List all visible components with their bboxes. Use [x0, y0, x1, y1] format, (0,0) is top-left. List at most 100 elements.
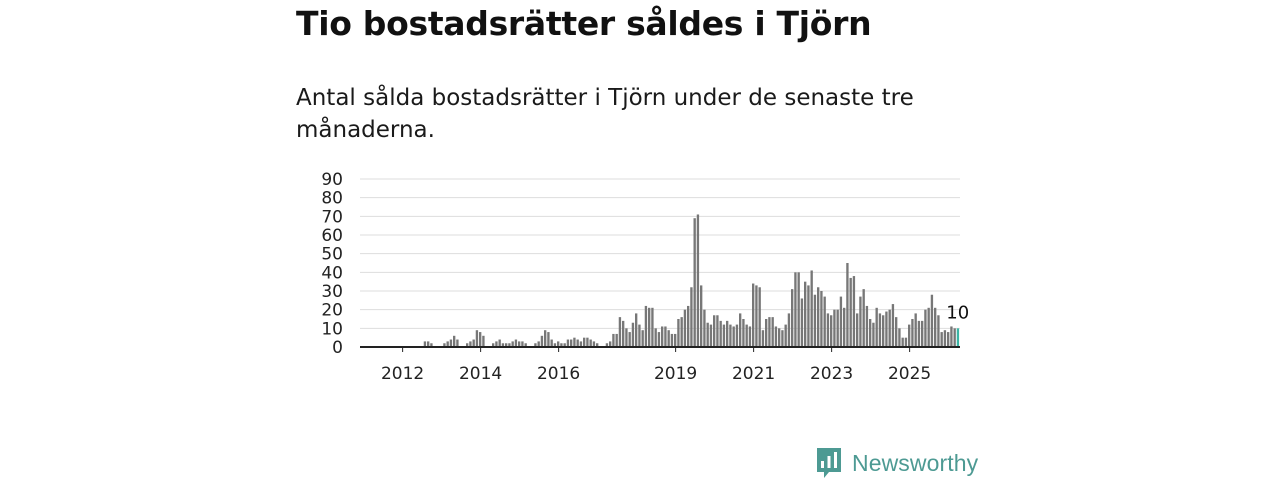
bar: [423, 341, 427, 347]
bar: [852, 276, 856, 347]
y-tick-label: 80: [321, 189, 343, 209]
bar: [826, 313, 830, 347]
y-tick-label: 40: [321, 263, 343, 283]
bar: [498, 339, 501, 347]
x-tick-label: 2023: [810, 364, 853, 384]
bar: [521, 341, 524, 347]
bar: [472, 339, 475, 347]
x-tick-label: 2016: [537, 364, 580, 384]
highlight-value-label: 10: [946, 302, 969, 323]
y-tick-label: 50: [321, 245, 343, 265]
bar: [865, 305, 869, 347]
bar: [768, 317, 771, 347]
bar: [547, 332, 550, 347]
bar: [758, 287, 761, 347]
bar: [589, 339, 592, 347]
bar: [859, 296, 862, 347]
bar: [755, 285, 758, 347]
bar: [732, 326, 735, 347]
chart-title: Tio bostadsrätter såldes i Tjörn: [296, 4, 872, 43]
y-tick-label: 30: [321, 282, 343, 302]
bar: [774, 326, 778, 347]
y-tick-label: 0: [332, 338, 343, 358]
bar: [713, 315, 716, 347]
bar: [482, 335, 485, 347]
bar: [748, 326, 752, 347]
bar: [667, 330, 670, 347]
bar: [869, 319, 872, 347]
bar: [544, 330, 547, 347]
bar: [882, 315, 885, 347]
bar: [427, 341, 430, 347]
bar: [914, 313, 917, 347]
bar: [505, 343, 508, 347]
bar: [719, 320, 722, 347]
bar: [739, 313, 742, 347]
bar: [856, 313, 859, 347]
bar: [709, 324, 713, 347]
bar: [644, 305, 648, 347]
bar: [596, 343, 599, 347]
bar: [511, 341, 514, 347]
bar: [573, 337, 576, 347]
bar: [804, 281, 807, 347]
bar: [930, 294, 934, 347]
bar: [787, 313, 791, 347]
bar: [492, 343, 495, 347]
bar: [537, 341, 540, 347]
bar: [703, 309, 706, 347]
bar: [566, 339, 570, 347]
bar: [674, 333, 677, 347]
bar: [618, 317, 622, 347]
bar: [453, 335, 456, 347]
x-tick-label: 2014: [459, 364, 502, 384]
y-tick-label: 90: [321, 170, 343, 190]
bar: [934, 307, 937, 347]
bar: [937, 315, 940, 347]
x-tick-label: 2021: [732, 364, 775, 384]
bar: [849, 277, 852, 347]
bar: [885, 311, 888, 347]
bar: [677, 319, 680, 347]
bar: [771, 317, 774, 347]
bar: [576, 339, 579, 347]
bar: [615, 333, 618, 347]
bar: [729, 324, 732, 347]
bar: [891, 304, 895, 347]
bar: [579, 341, 583, 347]
bar: [687, 305, 690, 347]
bar: [683, 309, 687, 347]
highlighted-bar: [956, 328, 960, 347]
y-tick-label: 70: [321, 207, 343, 227]
bar: [924, 309, 927, 347]
bar: [950, 326, 953, 347]
bar: [901, 337, 904, 347]
bar: [661, 326, 664, 347]
bar: [794, 272, 797, 347]
bar: [843, 307, 846, 347]
bar: [716, 315, 719, 347]
bar: [592, 341, 596, 347]
newsworthy-logo-icon: [817, 448, 841, 478]
bar: [706, 322, 709, 347]
bar: [641, 330, 644, 347]
bar: [888, 309, 891, 347]
bar: [940, 332, 943, 347]
bar: [696, 214, 700, 347]
bar: [651, 307, 654, 347]
bar: [540, 335, 544, 347]
bar: [742, 319, 745, 347]
bar: [609, 341, 612, 347]
bar: [622, 320, 625, 347]
bar: [911, 319, 914, 347]
bar: [904, 337, 908, 347]
bar: [953, 328, 956, 347]
bar: [898, 328, 901, 347]
bar: [501, 343, 505, 347]
bar: [810, 270, 813, 347]
bar: [765, 319, 768, 347]
bar: [612, 333, 615, 347]
bar: [466, 343, 469, 347]
bar: [605, 343, 609, 347]
